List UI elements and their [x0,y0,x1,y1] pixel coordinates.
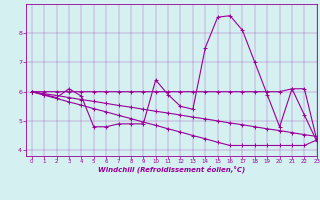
X-axis label: Windchill (Refroidissement éolien,°C): Windchill (Refroidissement éolien,°C) [98,166,245,173]
